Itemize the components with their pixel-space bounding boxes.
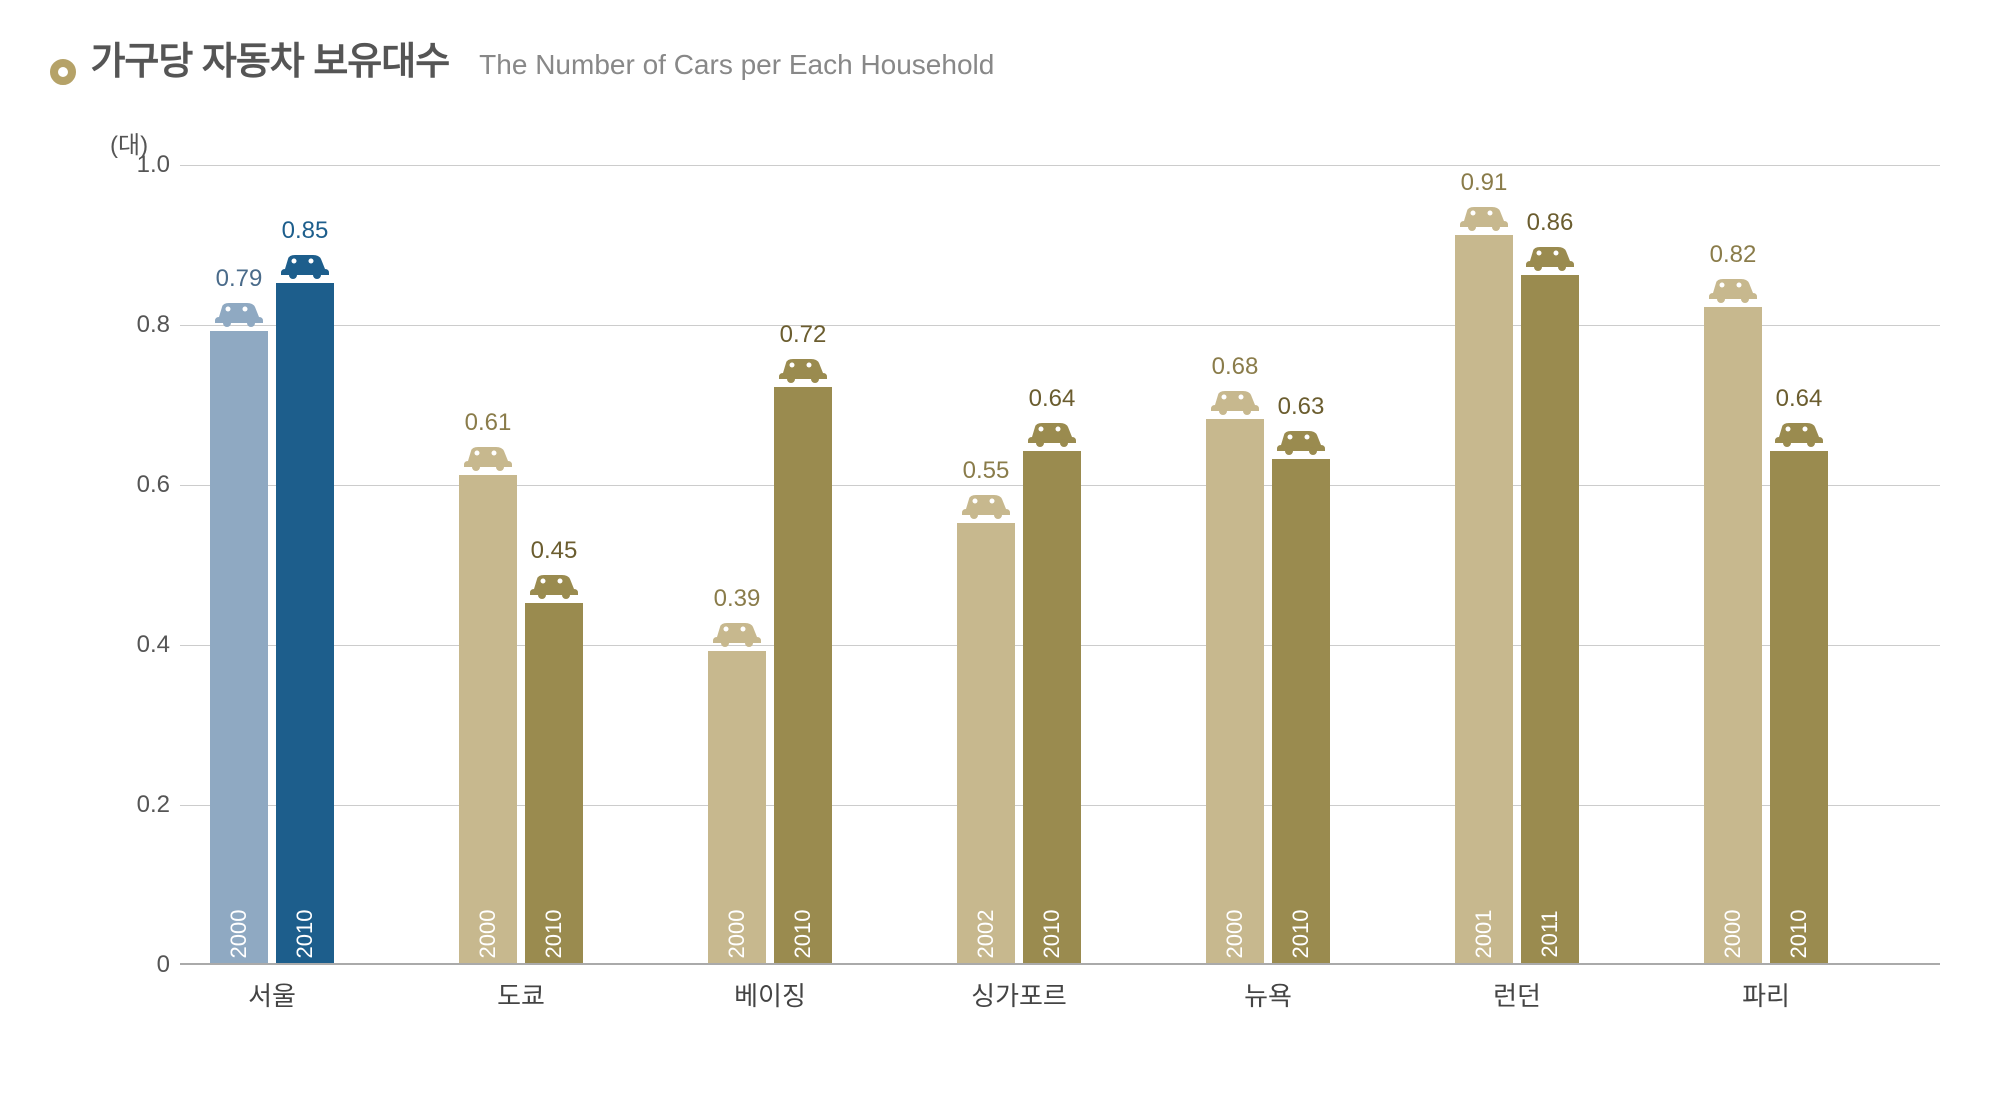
bar-car-icon [279,249,331,284]
bar-year-label: 2010 [1039,910,1065,959]
title-kr: 가구당 자동차 보유대수 [90,41,449,83]
gridline [180,165,1940,166]
y-tick-label: 0.6 [110,471,170,499]
bar-value-label: 0.55 [963,457,1010,485]
bar: 2001 0.91 [1455,235,1513,963]
category-label: 도쿄 [497,976,545,1013]
bar-car-icon [1026,417,1078,452]
bar-car-icon [528,569,580,604]
car-icon [462,441,514,471]
category-label: 뉴욕 [1244,976,1292,1013]
car-icon [1458,201,1510,231]
header-left: 가구당 자동차 보유대수 [50,30,449,85]
bar-value-label: 0.63 [1278,393,1325,421]
bar-car-icon [1524,241,1576,276]
bar: 2010 0.45 [525,603,583,963]
y-tick-label: 0 [110,951,170,979]
chart: (대) 00.20.40.60.81.02000 0.792010 0.85서울… [70,125,1950,1045]
category-label: 파리 [1742,976,1790,1013]
bar-value-label: 0.85 [282,217,329,245]
bar-value-label: 0.72 [780,321,827,349]
bar: 2000 0.68 [1206,419,1264,963]
bar-car-icon [213,297,265,332]
car-icon [960,489,1012,519]
bar-year-label: 2010 [292,910,318,959]
car-icon [1707,273,1759,303]
category-label: 서울 [248,976,296,1013]
car-icon [1209,385,1261,415]
bar-year-label: 2000 [1720,910,1746,959]
bar-value-label: 0.61 [465,409,512,437]
category-label: 싱가포르 [971,976,1067,1013]
bar-year-label: 2000 [475,910,501,959]
bar-value-label: 0.86 [1527,209,1574,237]
bar-value-label: 0.79 [216,265,263,293]
bar-value-label: 0.82 [1710,241,1757,269]
car-icon [1275,425,1327,455]
car-icon [1524,241,1576,271]
bar-value-label: 0.91 [1461,169,1508,197]
bar: 2010 0.64 [1770,451,1828,963]
car-icon [777,353,829,383]
bar-year-label: 2010 [541,910,567,959]
y-tick-label: 1.0 [110,151,170,179]
title-en: The Number of Cars per Each Household [479,49,994,81]
bar-year-label: 2000 [724,910,750,959]
bar-year-label: 2001 [1471,910,1497,959]
bar-year-label: 2000 [1222,910,1248,959]
bar: 2011 0.86 [1521,275,1579,963]
bar-year-label: 2011 [1537,910,1563,957]
bar: 2000 0.61 [459,475,517,963]
category-label: 베이징 [734,976,806,1013]
bar-year-label: 2000 [226,910,252,959]
car-icon [213,297,265,327]
bullet-icon [50,59,76,85]
gridline [180,325,1940,326]
chart-header: 가구당 자동차 보유대수 The Number of Cars per Each… [50,30,1950,85]
bar: 2010 0.64 [1023,451,1081,963]
bar-value-label: 0.68 [1212,353,1259,381]
car-icon [711,617,763,647]
bar-car-icon [1773,417,1825,452]
bar-year-label: 2010 [1288,910,1314,959]
bar-car-icon [1209,385,1261,420]
bar: 2000 0.79 [210,331,268,963]
bar-car-icon [711,617,763,652]
car-icon [1773,417,1825,447]
bar-year-label: 2010 [790,910,816,959]
bar-value-label: 0.64 [1776,385,1823,413]
bar: 2010 0.85 [276,283,334,963]
bar-year-label: 2010 [1786,910,1812,959]
category-label: 런던 [1493,976,1541,1013]
bar: 2010 0.72 [774,387,832,963]
car-icon [279,249,331,279]
bar-value-label: 0.39 [714,585,761,613]
bar-value-label: 0.64 [1029,385,1076,413]
bar: 2002 0.55 [957,523,1015,963]
bar-value-label: 0.45 [531,537,578,565]
bar-car-icon [1458,201,1510,236]
bar-car-icon [462,441,514,476]
bar: 2000 0.82 [1704,307,1762,963]
bar-car-icon [1707,273,1759,308]
bar-year-label: 2002 [973,910,999,959]
car-icon [1026,417,1078,447]
bar-car-icon [960,489,1012,524]
y-tick-label: 0.2 [110,791,170,819]
bar: 2000 0.39 [708,651,766,963]
y-tick-label: 0.8 [110,311,170,339]
bar-car-icon [1275,425,1327,460]
bar: 2010 0.63 [1272,459,1330,963]
car-icon [528,569,580,599]
bar-car-icon [777,353,829,388]
y-tick-label: 0.4 [110,631,170,659]
plot-area: 00.20.40.60.81.02000 0.792010 0.85서울2000… [180,165,1940,965]
